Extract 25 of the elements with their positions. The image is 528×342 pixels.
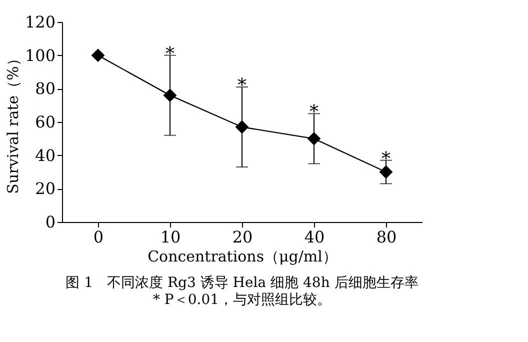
annotation: * [238, 75, 246, 96]
point [307, 132, 321, 146]
point [163, 88, 177, 102]
annotation: * [382, 148, 390, 170]
y-tick-label: 20 [35, 179, 56, 198]
x-tick-label: 80 [376, 228, 397, 246]
y-tick-label: 60 [35, 112, 56, 132]
x-axis-title: Concentrations（μg/ml） [148, 248, 338, 266]
x-tick-label: 40 [304, 228, 325, 246]
x-tick-label: 0 [93, 228, 104, 246]
annotation: * [166, 43, 174, 64]
y-tick-label: 0 [45, 212, 56, 232]
y-tick-label: 40 [35, 146, 56, 165]
text: * P＜0.01，与对照组比较。 [152, 292, 332, 308]
point [379, 165, 393, 179]
y-tick-label: 100 [24, 46, 56, 65]
text: 图 1 不同浓度 Rg3 诱导 Hela 细胞 48h 后细胞生存率 [66, 275, 418, 291]
point [235, 120, 249, 134]
point [91, 48, 105, 62]
y-tick-label: 120 [24, 12, 56, 32]
x-tick-label: 10 [160, 228, 181, 246]
x-tick-label: 20 [232, 228, 253, 246]
annotation: * [310, 102, 318, 123]
y-tick-label: 80 [35, 79, 56, 98]
y-axis-title: Survival rate（%） [4, 51, 22, 194]
